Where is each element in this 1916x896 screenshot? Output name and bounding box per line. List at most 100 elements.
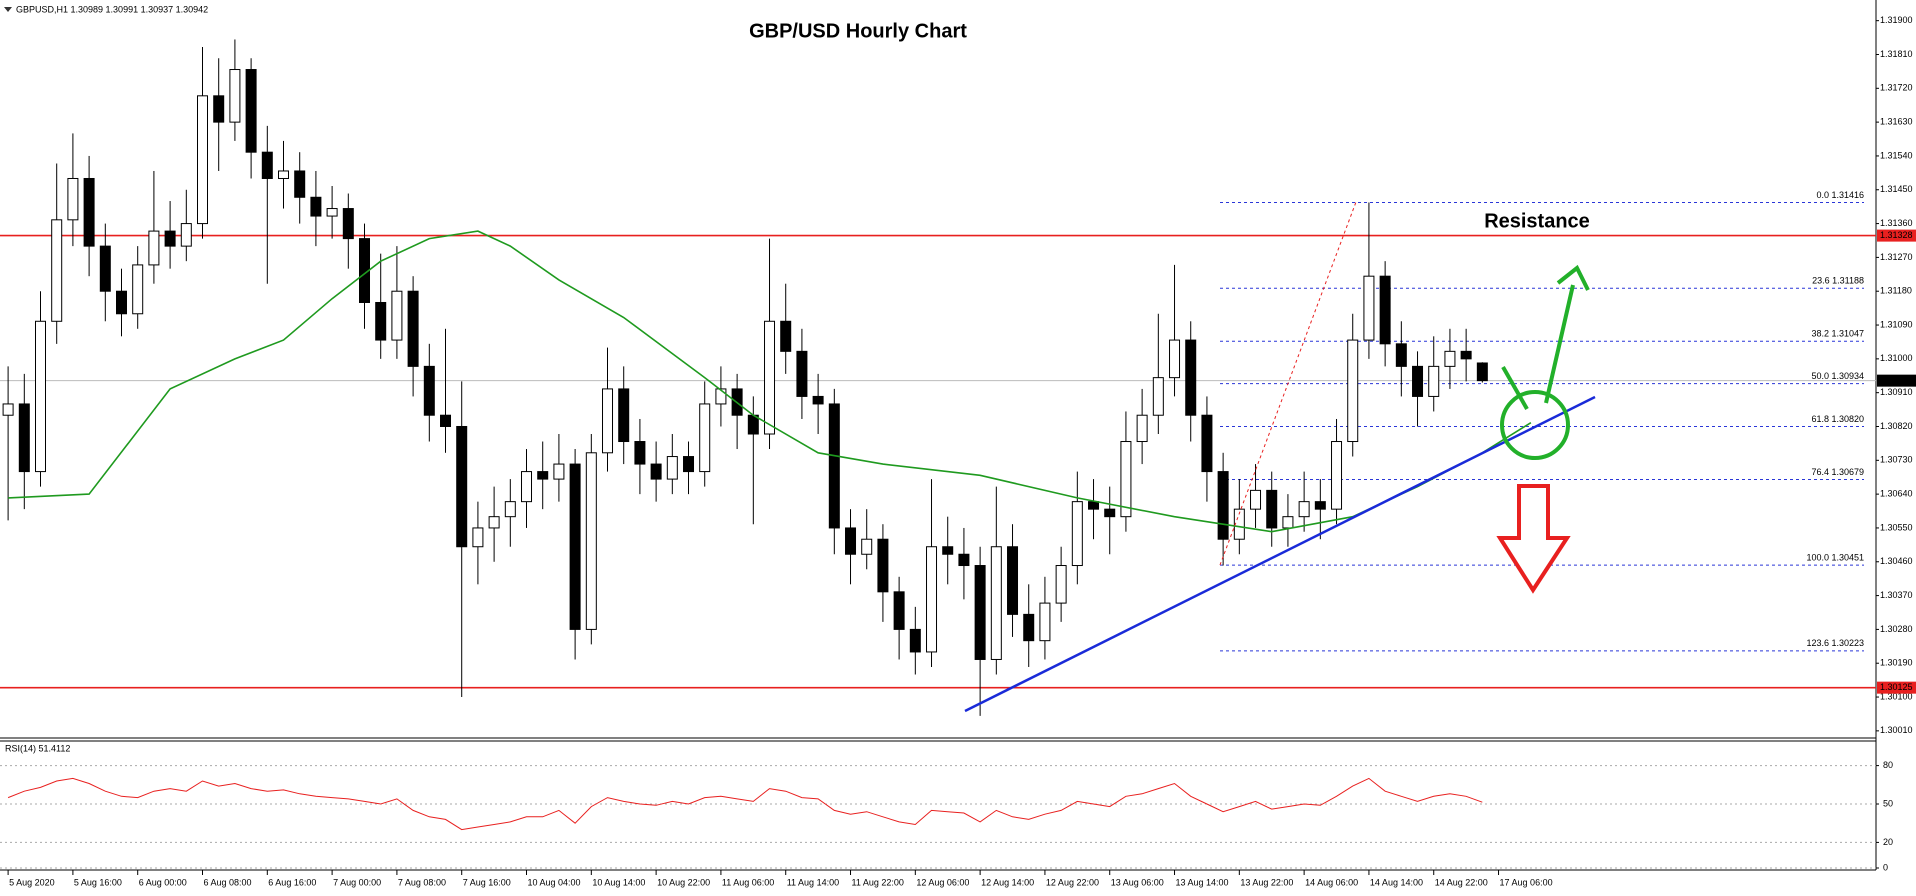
- candle-body: [18, 403, 30, 473]
- rsi-line: [7, 777, 1483, 831]
- rsi-label: RSI(14) 51.4112: [5, 743, 70, 753]
- candle-body: [164, 230, 176, 247]
- candle-body: [1169, 339, 1181, 379]
- candles-layer: [2, 39, 1532, 831]
- candle-body: [213, 95, 225, 123]
- y-tick-label: 1.30460: [1880, 556, 1913, 566]
- fib-label: 23.6 1.31188: [1812, 276, 1864, 286]
- fib-label: 123.6 1.30223: [1806, 638, 1864, 648]
- candle-body: [278, 170, 290, 179]
- candle-body: [504, 501, 516, 518]
- candle-body: [1379, 275, 1391, 345]
- candle-body: [1331, 441, 1343, 510]
- candle-body: [1444, 350, 1456, 367]
- level-box: [1877, 229, 1916, 242]
- y-tick-label: 1.31810: [1880, 49, 1913, 59]
- y-tick-label: 1.31180: [1880, 286, 1912, 296]
- candle-body: [1088, 501, 1100, 510]
- x-tick-label: 13 Aug 14:00: [1176, 877, 1229, 887]
- candle-body: [974, 565, 986, 660]
- level-label: 1.31328: [1880, 230, 1913, 240]
- candle-body: [1250, 489, 1262, 510]
- x-tick-label: 7 Aug 16:00: [463, 877, 511, 887]
- candle-body: [1476, 362, 1488, 382]
- candle-body: [1395, 343, 1407, 367]
- candle-body: [909, 628, 921, 653]
- rsi-tick-label: 20: [1883, 837, 1893, 847]
- x-tick-label: 11 Aug 22:00: [852, 877, 904, 887]
- candle-body: [99, 245, 111, 292]
- candle-body: [342, 208, 354, 240]
- rsi-tick-label: 50: [1883, 798, 1893, 808]
- candle-body: [537, 471, 549, 480]
- x-tick-label: 7 Aug 00:00: [333, 877, 381, 887]
- candle-body: [861, 538, 873, 555]
- candle-body: [326, 208, 338, 217]
- candle-body: [828, 403, 840, 529]
- candle-body: [1282, 516, 1294, 529]
- x-tick-label: 13 Aug 22:00: [1240, 877, 1293, 887]
- candle-body: [148, 230, 160, 266]
- candle-body: [553, 463, 565, 480]
- y-tick-label: 1.31450: [1880, 184, 1913, 194]
- candle-body: [35, 320, 47, 473]
- candle-body: [764, 320, 776, 435]
- candle-body: [683, 456, 695, 473]
- x-tick-label: 13 Aug 06:00: [1111, 877, 1164, 887]
- candle-body: [569, 463, 581, 630]
- rsi-tick-label: 0: [1883, 862, 1888, 872]
- fib-label: 50.0 1.30934: [1811, 371, 1864, 381]
- candle-body: [602, 388, 614, 454]
- candle-body: [1071, 501, 1083, 567]
- y-tick-label: 1.30280: [1880, 624, 1913, 634]
- y-tick-label: 1.30910: [1880, 387, 1913, 397]
- fib-label: 100.0 1.30451: [1806, 553, 1864, 563]
- candle-body: [229, 69, 241, 123]
- rsi-tick-label: 80: [1883, 760, 1893, 770]
- y-tick-label: 1.31270: [1880, 252, 1913, 262]
- candle-body: [2, 403, 14, 416]
- candle-body: [1152, 377, 1164, 416]
- candle-body: [51, 219, 63, 322]
- candle-body: [423, 365, 435, 416]
- green-arrow: [1544, 284, 1575, 404]
- candle-body: [261, 151, 273, 179]
- candle-body: [197, 95, 209, 225]
- level-label: 1.30125: [1880, 682, 1913, 692]
- candle-body: [1314, 501, 1326, 510]
- candle-body: [585, 452, 597, 630]
- y-tick-label: 1.30100: [1880, 691, 1913, 701]
- candle-body: [926, 546, 938, 653]
- candle-body: [1007, 546, 1019, 615]
- candle-body: [180, 223, 192, 247]
- x-tick-label: 12 Aug 22:00: [1046, 877, 1099, 887]
- candle-body: [440, 414, 452, 427]
- candle-body: [83, 177, 95, 247]
- candle-body: [1023, 613, 1035, 642]
- y-tick-label: 1.31630: [1880, 116, 1913, 126]
- x-tick-label: 12 Aug 14:00: [981, 877, 1034, 887]
- candle-body: [1363, 275, 1375, 341]
- y-tick-label: 1.30730: [1880, 455, 1913, 465]
- frame: [0, 0, 1877, 871]
- y-tick-label: 1.31900: [1880, 15, 1913, 25]
- candle-body: [132, 264, 144, 315]
- candle-body: [1460, 350, 1472, 360]
- level-box: [1877, 681, 1916, 694]
- y-tick-label: 1.31540: [1880, 150, 1913, 160]
- x-tick-label: 10 Aug 04:00: [528, 877, 581, 887]
- y-tick-label: 1.31720: [1880, 83, 1913, 93]
- candle-body: [990, 546, 1002, 660]
- candle-body: [618, 388, 630, 443]
- moving-average: [8, 230, 1532, 533]
- y-tick-label: 1.30550: [1880, 522, 1913, 532]
- fib-label: 0.0 1.31416: [1816, 190, 1864, 200]
- candle-body: [877, 538, 889, 593]
- candle-body: [375, 301, 387, 341]
- green-arrow-head: [1556, 264, 1590, 291]
- candle-body: [893, 591, 905, 630]
- candle-body: [1428, 365, 1440, 397]
- candle-body: [796, 350, 808, 397]
- fib-label: 76.4 1.30679: [1811, 467, 1864, 477]
